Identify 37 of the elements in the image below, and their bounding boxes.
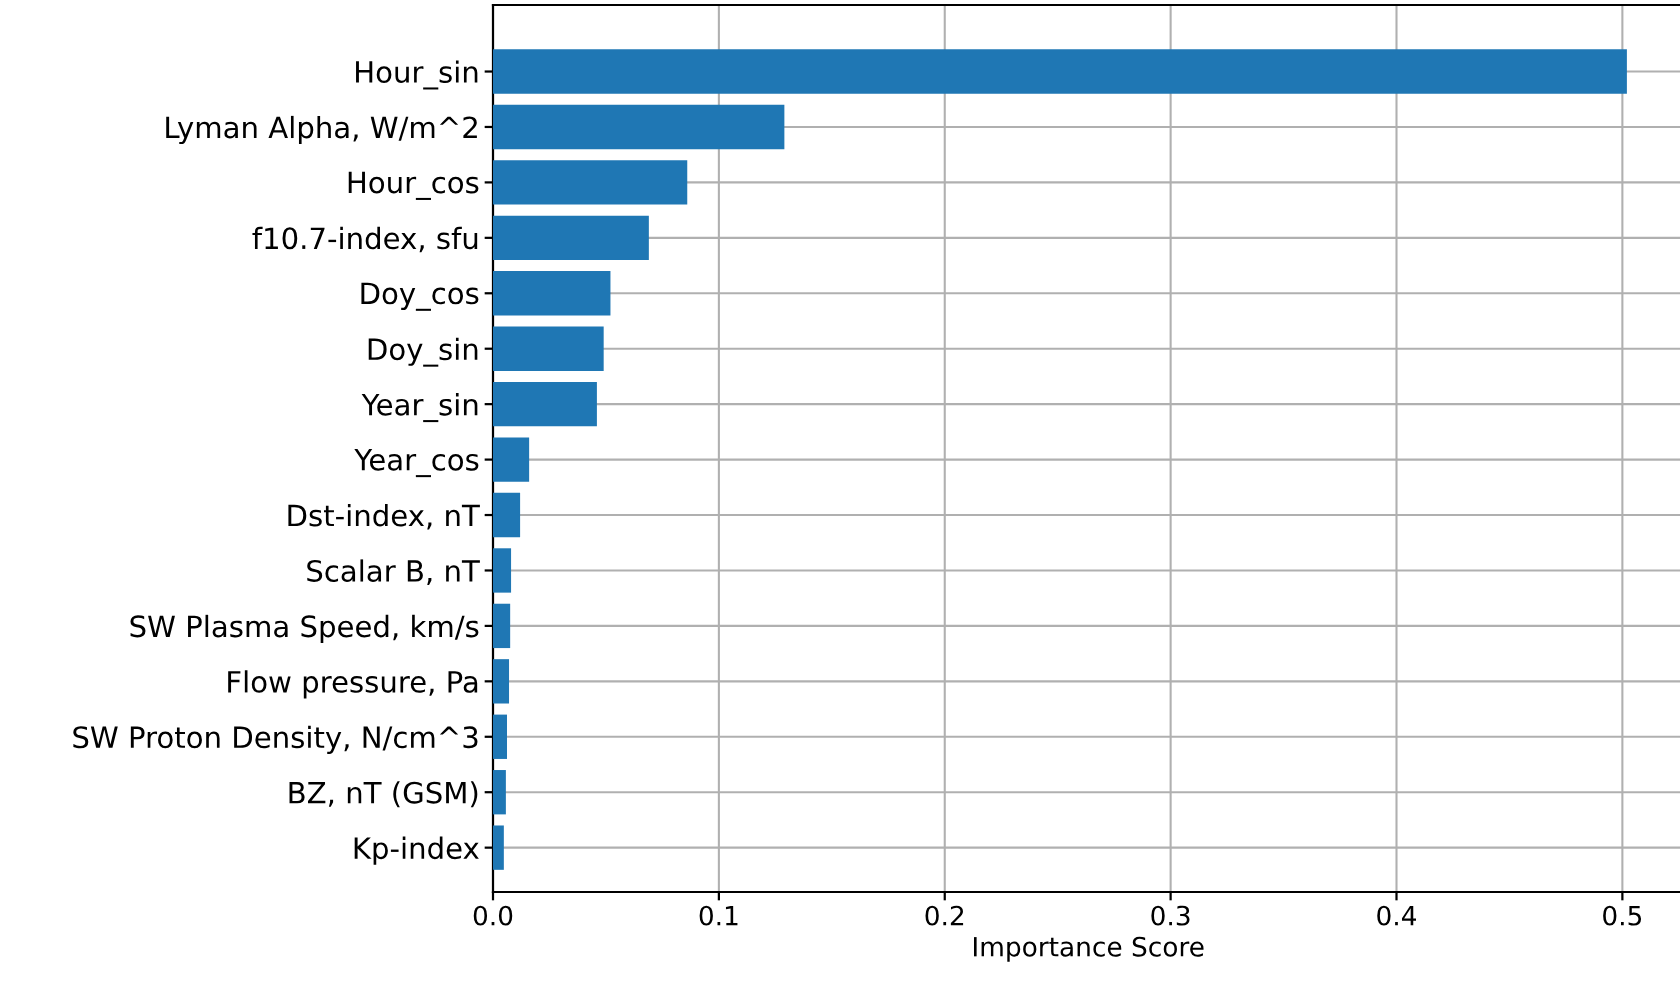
y-tick-label: SW Plasma Speed, km/s bbox=[130, 614, 479, 644]
x-tick-label: 0.2 bbox=[925, 905, 964, 926]
y-tick-label: Year_sin bbox=[361, 393, 478, 423]
bar bbox=[493, 271, 611, 316]
y-tick-label: Lyman Alpha, W/m^2 bbox=[166, 115, 477, 145]
y-tick-label: Doy_cos bbox=[361, 282, 479, 311]
bar bbox=[493, 548, 512, 593]
y-tick-label: Doy_sin bbox=[368, 337, 478, 367]
x-tick-label: 0.3 bbox=[1151, 905, 1190, 926]
y-tick-label: Kp-index bbox=[354, 836, 479, 865]
y-tick-label: BZ, nT (GSM) bbox=[289, 781, 478, 808]
bar bbox=[493, 714, 507, 759]
bar bbox=[493, 104, 785, 150]
bar bbox=[493, 659, 510, 704]
y-tick-label: Flow pressure, Pa bbox=[228, 670, 478, 699]
x-tick-label: 0.1 bbox=[699, 905, 738, 926]
bar bbox=[493, 825, 504, 870]
bar bbox=[493, 160, 688, 205]
bar bbox=[493, 437, 530, 482]
y-tick-label: Hour_sin bbox=[356, 60, 478, 90]
bar bbox=[493, 770, 506, 815]
x-tick-label: 0.0 bbox=[473, 905, 513, 926]
y-tick-label: Year_cos bbox=[354, 449, 479, 478]
bar bbox=[493, 492, 521, 538]
bar bbox=[493, 49, 1627, 94]
x-tick-label: 0.5 bbox=[1603, 905, 1642, 926]
x-axis-title: Importance Score bbox=[974, 936, 1204, 962]
bar bbox=[493, 603, 511, 649]
y-tick-label: f10.7-index, sfu bbox=[252, 226, 478, 253]
bar bbox=[493, 326, 604, 371]
x-tick-label: 0.4 bbox=[1377, 905, 1416, 926]
bar bbox=[493, 381, 597, 427]
y-tick-label: Scalar B, nT bbox=[307, 559, 480, 585]
y-tick-label: Dst-index, nT bbox=[288, 503, 480, 530]
y-tick-label: SW Proton Density, N/cm^3 bbox=[73, 725, 478, 754]
y-tick-label: Hour_cos bbox=[348, 171, 479, 200]
bar bbox=[493, 215, 649, 261]
